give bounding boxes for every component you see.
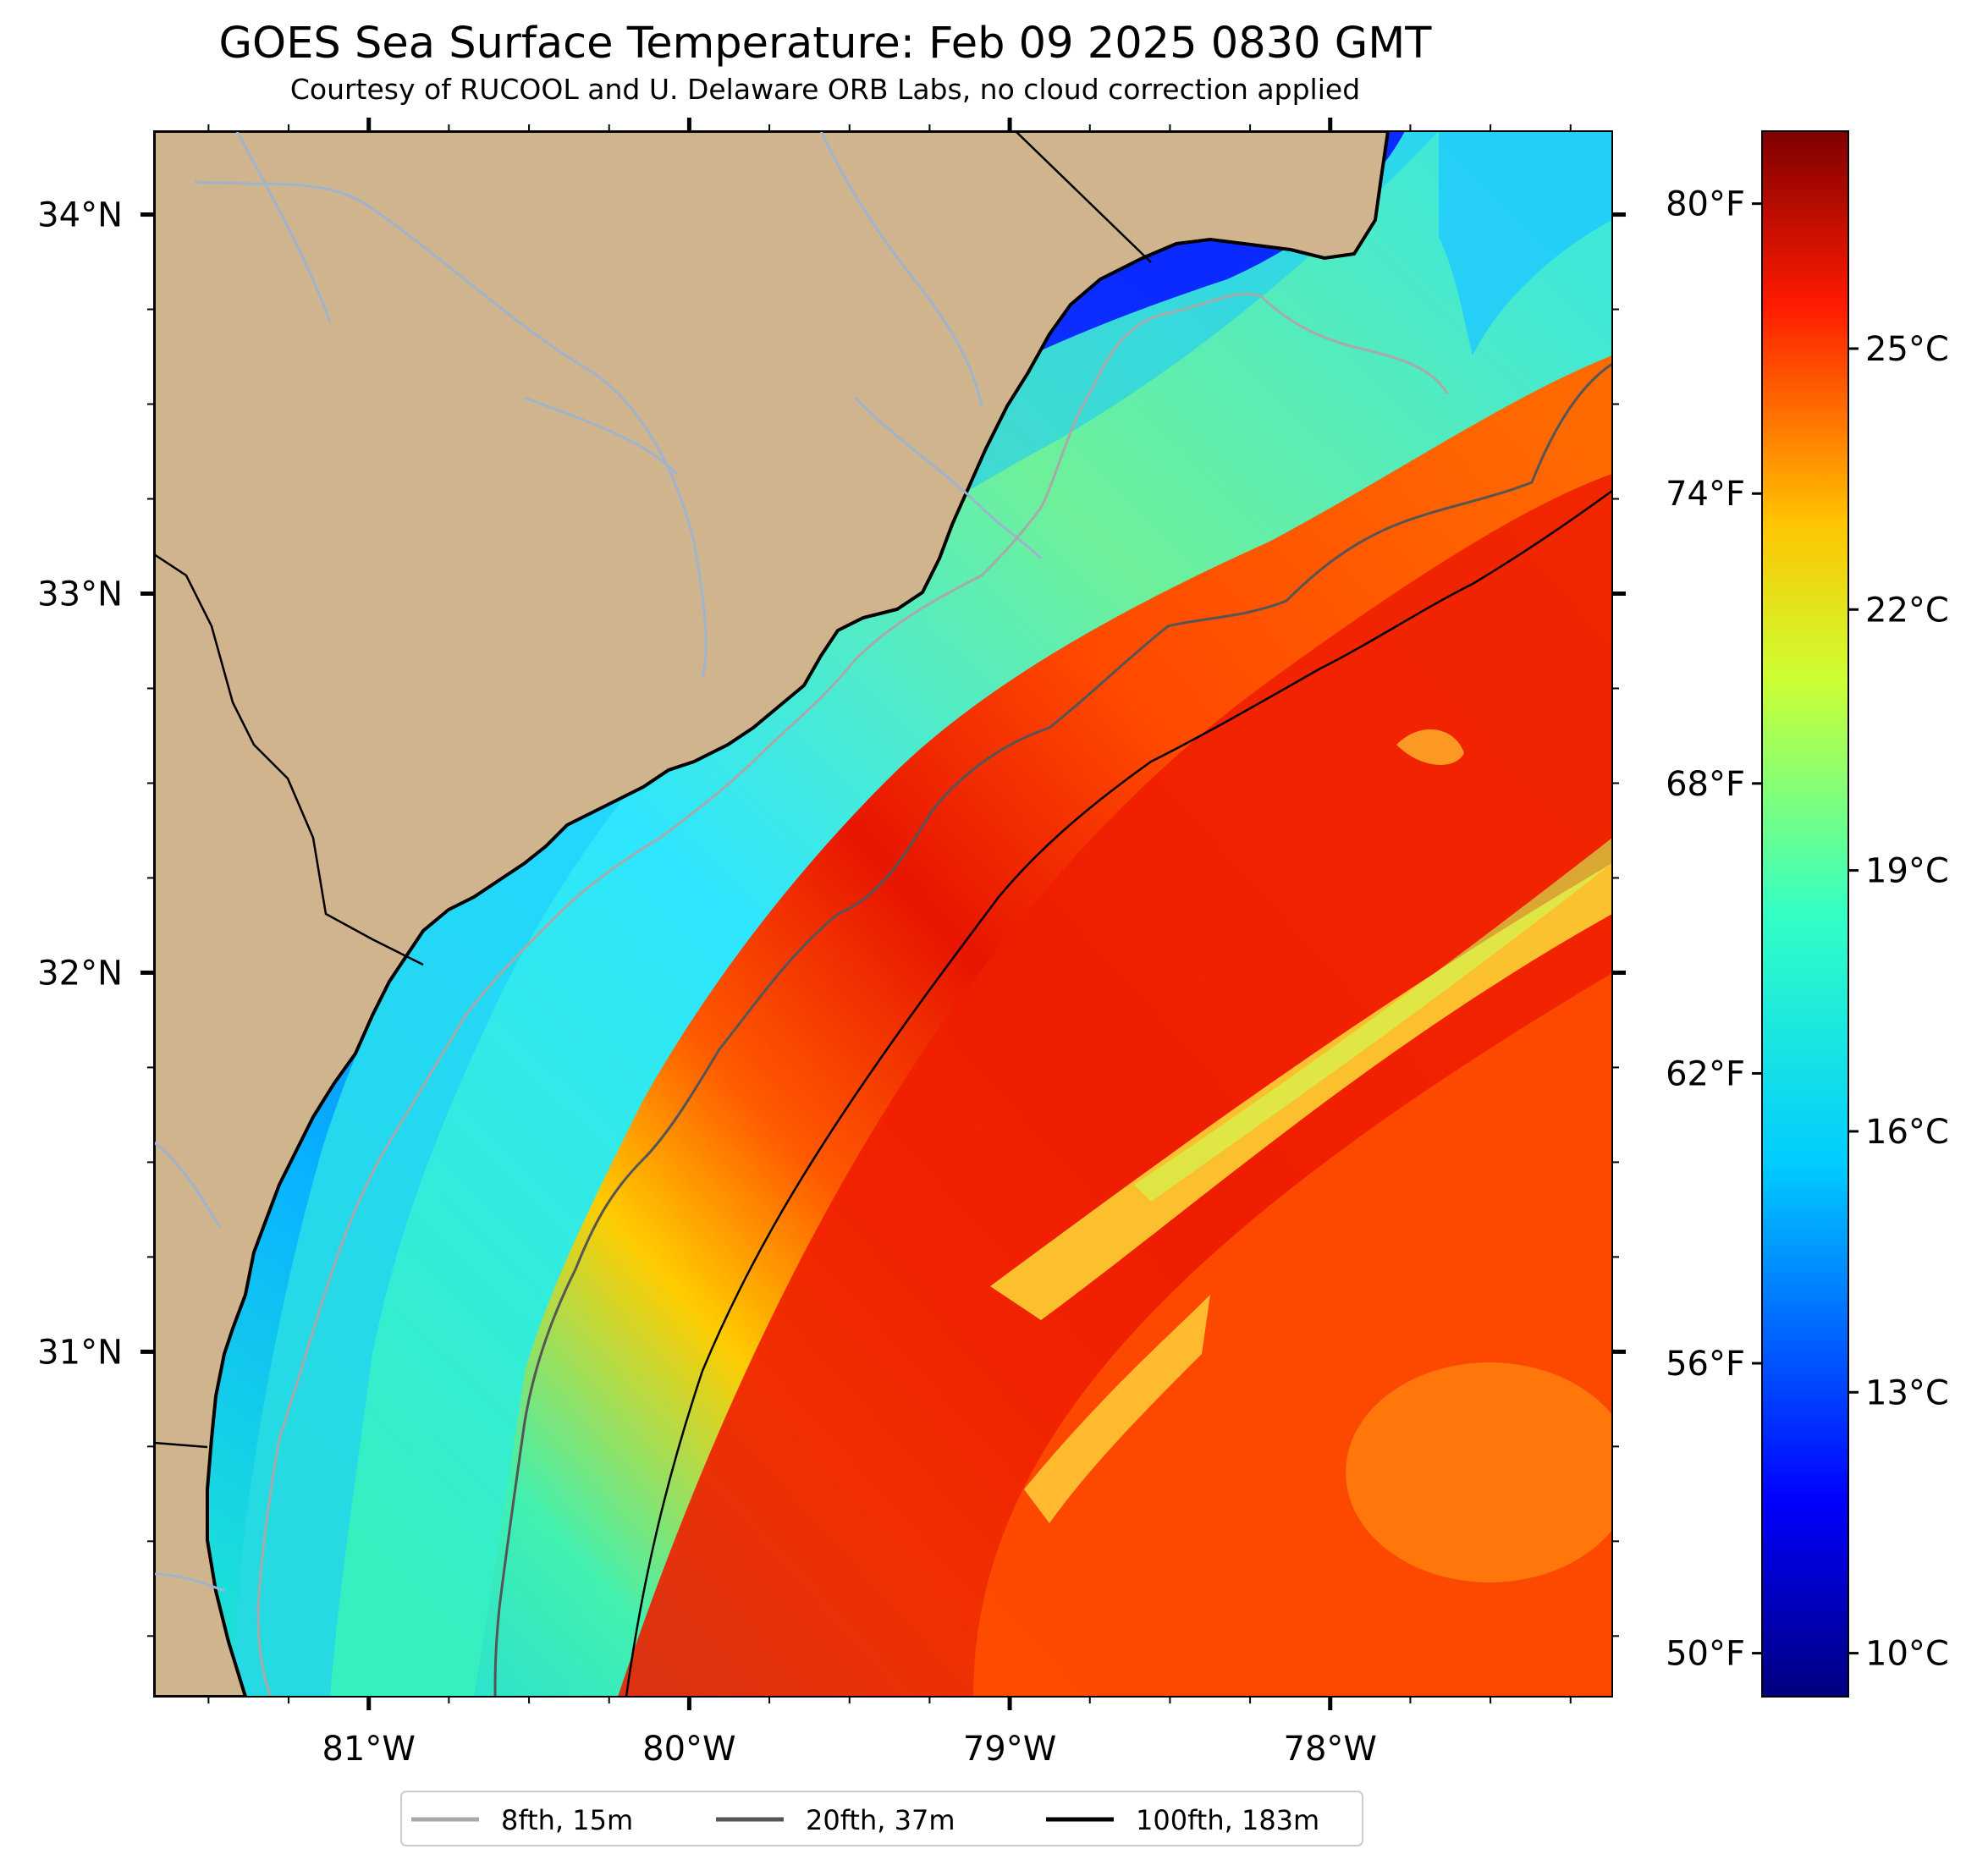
legend-label: 8fth, 15m — [501, 1804, 633, 1836]
colorbar-c-label: 10°C — [1865, 1635, 1949, 1674]
isobaths — [256, 292, 1612, 1697]
lon-tick-label: 80°W — [642, 1730, 735, 1769]
colorbar-f-label: 74°F — [1666, 475, 1745, 514]
isobath-legend — [400, 1791, 1363, 1846]
colorbar-celsius-axis: 25°C 22°C 19°C 16°C 13°C 10°C — [1848, 330, 1949, 1674]
colorbar-c-label: 22°C — [1865, 591, 1949, 630]
legend-label: 100fth, 183m — [1136, 1804, 1319, 1836]
lat-tick-label: 33°N — [37, 575, 123, 614]
colorbar-c-label: 16°C — [1865, 1113, 1949, 1152]
land-mass — [154, 131, 1390, 1697]
state-boundaries — [154, 131, 1152, 1449]
colorbar-fahrenheit-axis: 80°F 74°F 68°F 62°F 56°F 50°F — [1666, 185, 1762, 1674]
map-frame — [153, 130, 1613, 1698]
lon-tick-label: 79°W — [963, 1730, 1056, 1769]
rivers — [154, 131, 1043, 1593]
lon-tick-label: 81°W — [322, 1730, 415, 1769]
colorbar-f-label: 56°F — [1666, 1345, 1745, 1384]
colorbar-c-label: 19°C — [1865, 852, 1949, 891]
colorbar-c-label: 13°C — [1865, 1373, 1949, 1412]
lat-axis-labels: 34°N 33°N 32°N 31°N — [37, 196, 123, 1373]
lat-tick-label: 32°N — [37, 954, 123, 993]
legend-label: 20fth, 37m — [806, 1804, 955, 1836]
lat-tick-label: 31°N — [37, 1333, 123, 1372]
sst-field — [154, 131, 1612, 1697]
colorbar-f-label: 68°F — [1666, 765, 1745, 804]
isobath-20fth — [493, 362, 1612, 1697]
chart-title: GOES Sea Surface Temperature: Feb 09 202… — [218, 19, 1432, 69]
colorbar-c-label: 25°C — [1865, 330, 1949, 369]
chart-subtitle: Courtesy of RUCOOL and U. Delaware ORB L… — [289, 73, 1361, 106]
lat-tick-label: 34°N — [37, 196, 123, 235]
isobath-100fth — [625, 489, 1612, 1697]
legend-items: 8fth, 15m 20fth, 37m 100fth, 183m — [411, 1804, 1319, 1836]
isobath-8fth — [256, 292, 1449, 1697]
colorbar-f-label: 80°F — [1666, 185, 1745, 224]
colorbar-f-label: 50°F — [1666, 1635, 1745, 1674]
colorbar-f-label: 62°F — [1666, 1054, 1745, 1093]
lon-axis-labels: 81°W 80°W 79°W 78°W — [322, 1730, 1376, 1769]
colorbar — [1761, 130, 1849, 1698]
lon-tick-label: 78°W — [1284, 1730, 1377, 1769]
axis-ticks — [140, 118, 1626, 1710]
